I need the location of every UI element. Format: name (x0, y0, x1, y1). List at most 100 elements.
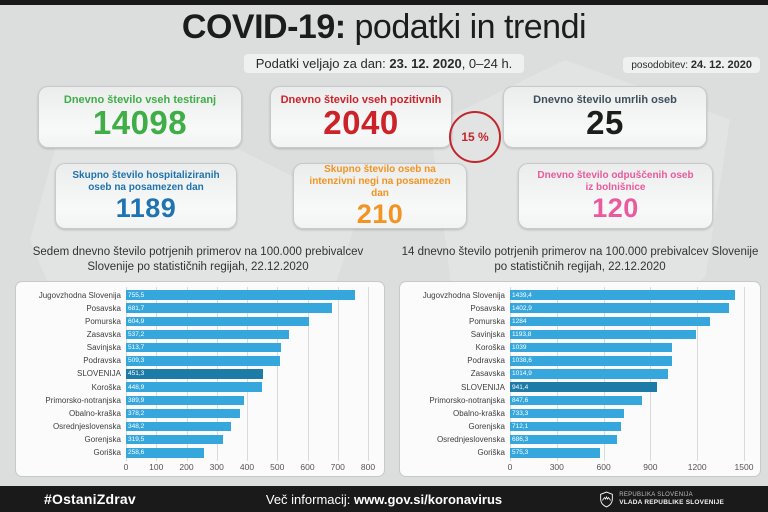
chart-bar-value: 681,7 (128, 304, 145, 312)
chart-rows: Jugovzhodna Slovenija 755,5 Posavska 681,7 P… (24, 289, 368, 459)
chart-bar-value: 733,3 (512, 409, 529, 417)
chart-axis: 0 100 200 300 400 500 600 700 800 (123, 459, 375, 473)
chart-bar: 537,2 (126, 329, 289, 340)
card-label: Dnevno število umrlih oseb (533, 93, 677, 106)
fourteen-day-chart-panel: Jugovzhodna Slovenija 1439,4 Posavska 1402,… (399, 281, 761, 477)
card-icu: Skupno število oseb na intenzivni negi n… (293, 163, 467, 229)
chart-bar: 319,5 (126, 434, 223, 445)
chart-bar-value: 1038,6 (512, 357, 532, 365)
card-label: Dnevno število vseh pozitivnih (280, 93, 442, 106)
chart-row-label: Savinjska (470, 329, 505, 339)
top-strip (0, 0, 768, 5)
axis-tick-label: 1500 (734, 462, 754, 472)
card-value: 1189 (115, 192, 177, 223)
chart-bar-track: 681,7 (126, 303, 368, 313)
chart-bar: 755,5 (126, 290, 355, 300)
chart-row: SLOVENIJA 941,4 (408, 381, 744, 393)
chart-row: Podravska 509,3 (24, 355, 368, 367)
chart-bar-value: 604,9 (128, 317, 145, 325)
chart-bar-track: 712,1 (510, 421, 744, 432)
card-discharged: Dnevno število odpuščenih oseb iz bolniš… (518, 163, 713, 229)
chart-row-label: Primorsko-notranjska (45, 395, 121, 405)
gridline (307, 287, 309, 461)
chart-row: Zasavska 1014,9 (408, 368, 744, 380)
axis-tick-label: 300 (549, 462, 564, 472)
gridline (368, 287, 369, 461)
page-title-bold: COVID-19: (181, 8, 346, 46)
axis-tick-label: 600 (596, 462, 611, 472)
chart-row-label: Pomurska (468, 316, 505, 326)
chart-bar-value: 389,9 (128, 396, 145, 404)
card-daily-deaths: Dnevno število umrlih oseb 25 (503, 86, 707, 148)
date-value: 23. 12. 2020 (389, 56, 462, 71)
chart-bar-track: 513,7 (126, 342, 368, 353)
chart-bar-track: 1439,4 (510, 290, 744, 300)
update-date-line: posodobitev: 24. 12. 2020 (623, 57, 760, 73)
page-title-rest: podatki in trendi (345, 8, 587, 46)
axis-tick-label: 100 (149, 462, 164, 472)
chart-bar-track: 1014,9 (510, 369, 744, 379)
chart-bar-value: 686,3 (512, 436, 529, 444)
card-label: Dnevno število vseh testiranj (63, 93, 217, 106)
chart-bar: 509,3 (126, 356, 281, 366)
chart-bar-track: 319,5 (126, 434, 368, 445)
chart-bar-track: 537,2 (126, 329, 368, 340)
chart-bar-track: 1039 (510, 342, 744, 353)
chart-bar-value: 348,2 (128, 423, 145, 431)
chart-bar-track: 378,2 (126, 408, 368, 419)
chart-row: Koroška 1039 (408, 342, 744, 354)
seven-day-chart-title: Sedem dnevno število potrjenih primerov … (32, 246, 364, 273)
chart-row: Koroška 448,9 (24, 381, 368, 393)
chart-row: Podravska 1038,6 (408, 355, 744, 367)
chart-bar: 513,7 (126, 342, 282, 353)
chart-row: Savinjska 513,7 (24, 342, 368, 354)
chart-bar-track: 389,9 (126, 395, 368, 405)
axis-tick-label: 0 (123, 462, 129, 472)
chart-row: Goriška 258,6 (24, 447, 368, 459)
chart-row-label: Posavska (470, 303, 505, 313)
chart-bar-track: 755,5 (126, 290, 368, 300)
chart-bar: 686,3 (510, 434, 618, 445)
chart-bar-value: 1014,9 (512, 370, 532, 378)
chart-row: Osrednjeslovenska 686,3 (408, 434, 744, 446)
chart-row-label: Pomurska (84, 316, 121, 326)
chart-row: Jugovzhodna Slovenija 1439,4 (408, 289, 744, 301)
more-info-label: Več informacij: (265, 491, 355, 507)
chart-bar: 847,6 (510, 395, 643, 405)
axis-tick-label: 1200 (687, 462, 707, 472)
chart-bar-track: 686,3 (510, 434, 744, 445)
chart-bar-value: 1039 (512, 344, 527, 352)
chart-bar: 941,4 (510, 382, 657, 392)
chart-bar: 1014,9 (510, 369, 669, 379)
chart-bar-track: 1193,8 (510, 329, 744, 340)
update-value: 24. 12. 2020 (690, 59, 752, 71)
chart-row-label: Podravska (467, 356, 505, 366)
card-label: Skupno število oseb na intenzivni negi n… (309, 163, 451, 199)
chart-bar: 389,9 (126, 395, 244, 405)
chart-bar-value: 1439,4 (512, 291, 532, 299)
gov-line1: REPUBLIKA SLOVENIJA (619, 492, 693, 498)
chart-bar-value: 448,9 (128, 383, 145, 391)
chart-bar-value: 847,6 (512, 396, 529, 404)
axis-tick-label: 500 (270, 462, 285, 472)
chart-row: Pomurska 604,9 (24, 315, 368, 327)
chart-bar-value: 1402,9 (512, 304, 532, 312)
date-prefix: Podatki veljajo za dan: (255, 56, 390, 71)
chart-row: Posavska 681,7 (24, 302, 368, 314)
chart-bar: 448,9 (126, 382, 262, 392)
axis-tick-label: 600 (300, 462, 315, 472)
card-label: Dnevno število odpuščenih oseb iz bolniš… (537, 169, 694, 193)
chart-bar: 1038,6 (510, 356, 673, 366)
hashtag-label: #OstaniZdrav (44, 491, 136, 507)
chart-bar-value: 941,4 (512, 383, 529, 391)
chart-row-label: Koroška (475, 343, 505, 353)
chart-bar-value: 451,3 (128, 370, 145, 378)
axis-tick-label: 900 (643, 462, 658, 472)
chart-row: Jugovzhodna Slovenija 755,5 (24, 289, 368, 301)
chart-bar-value: 712,1 (512, 423, 529, 431)
chart-row-label: Zasavska (86, 329, 121, 339)
chart-bar: 1284 (510, 316, 711, 327)
chart-bar-track: 847,6 (510, 395, 744, 405)
chart-bar-track: 258,6 (126, 448, 368, 458)
